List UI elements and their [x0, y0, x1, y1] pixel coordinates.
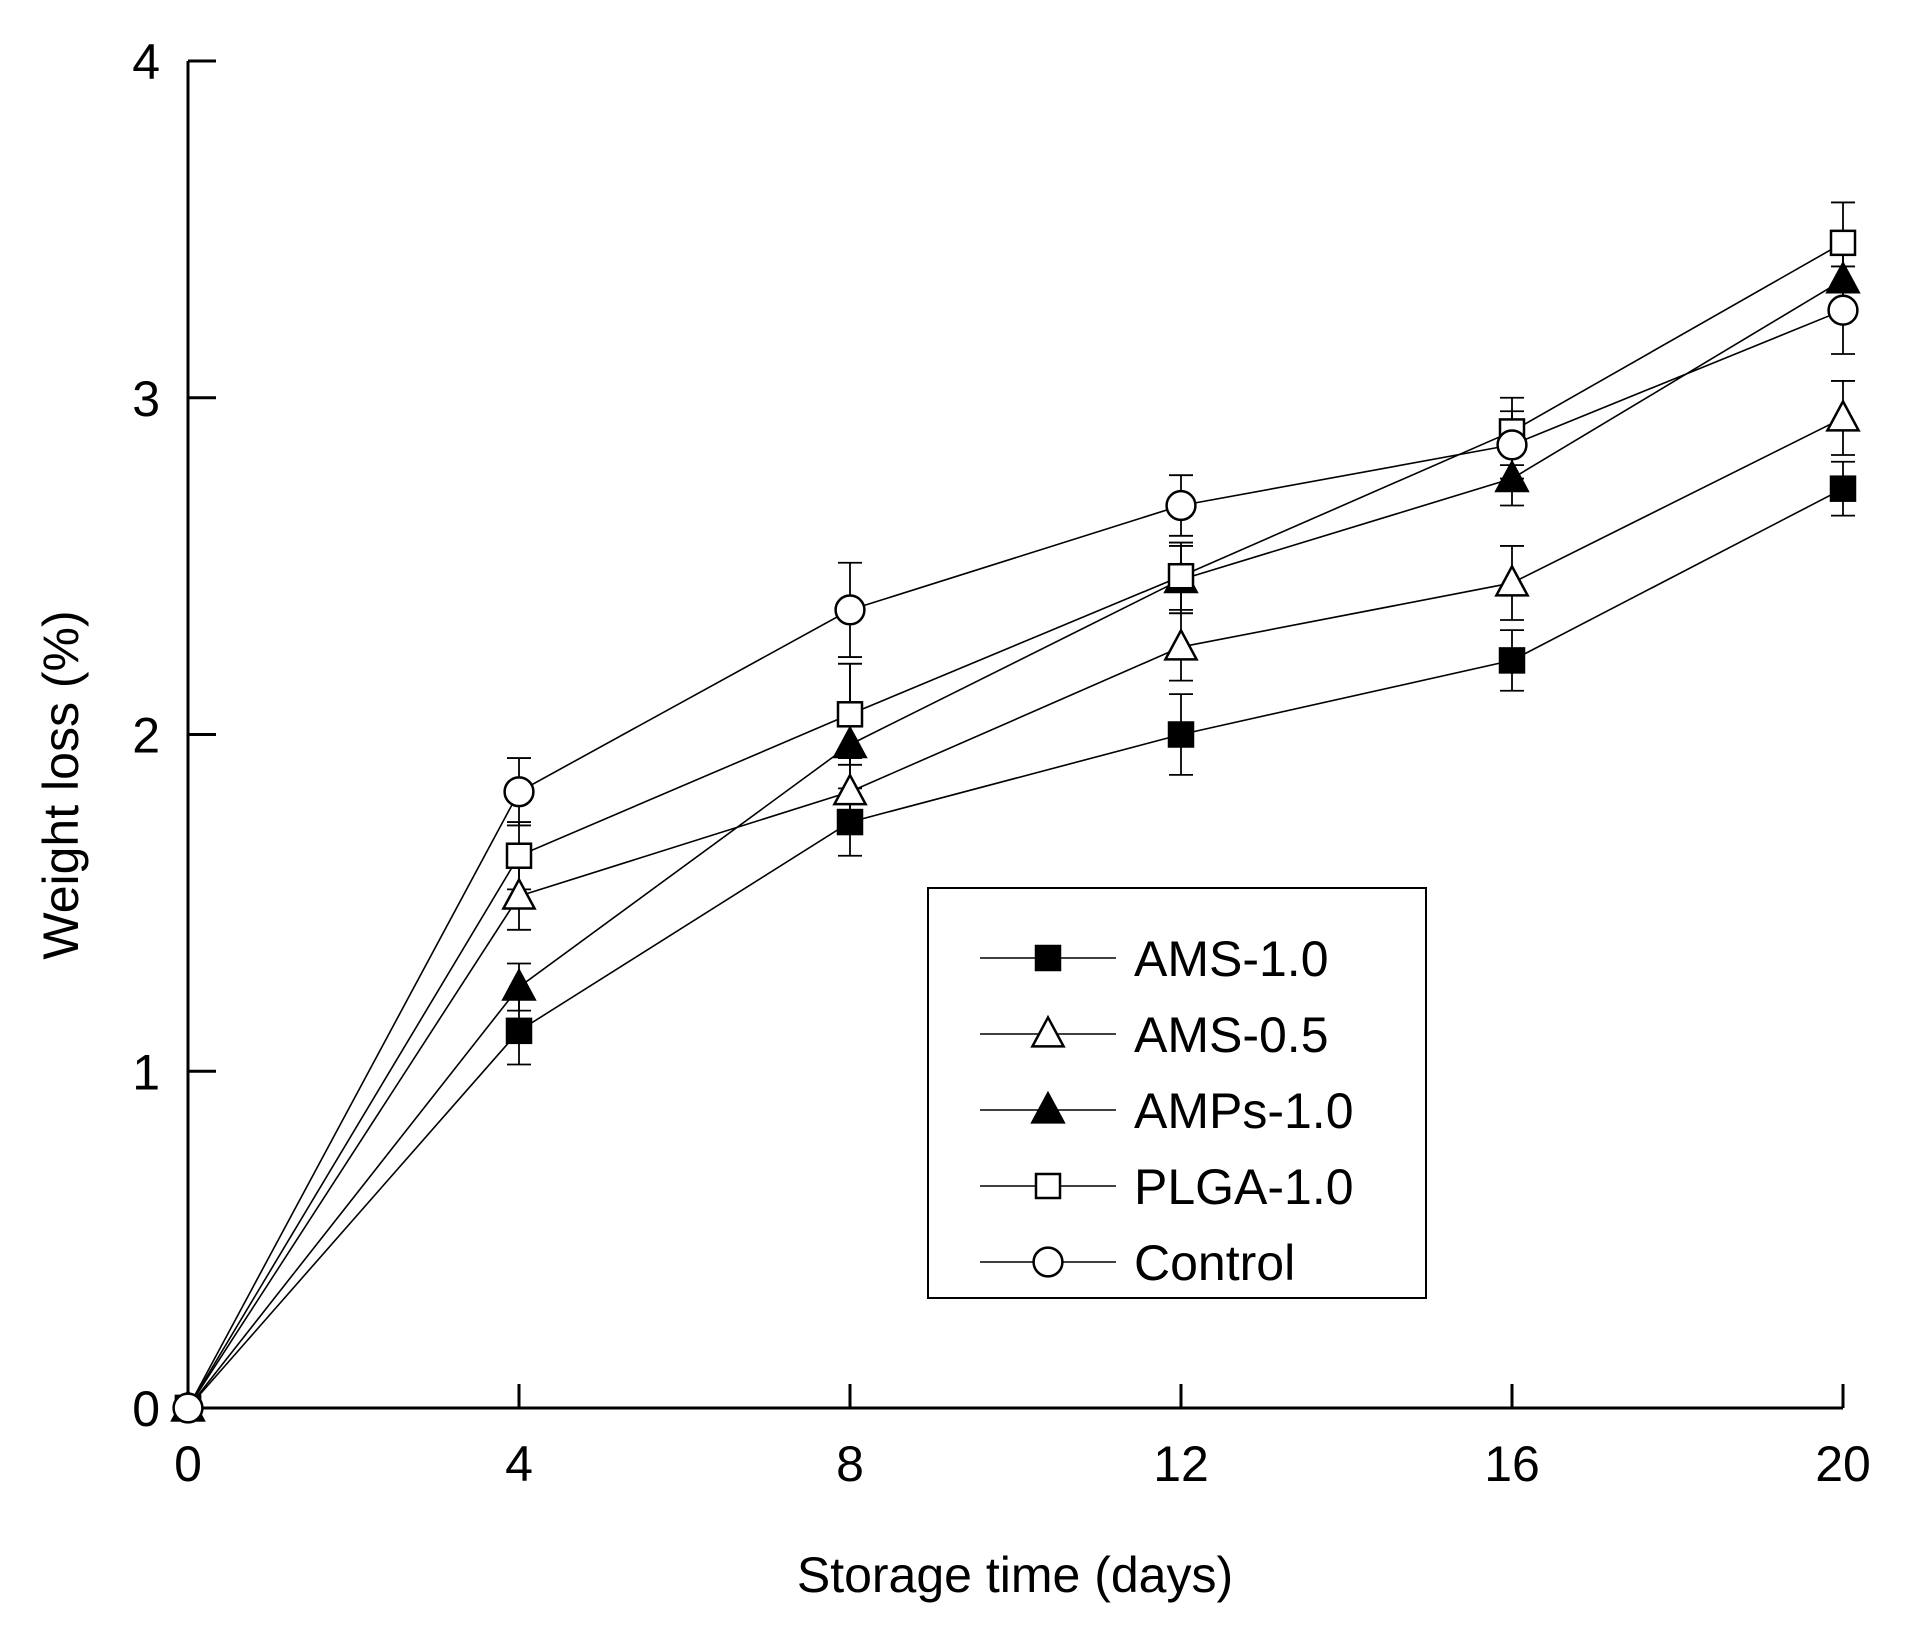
- point-AMPs-1.0-16: [1494, 459, 1530, 493]
- point-AMPs-1.0-20: [1825, 260, 1861, 294]
- point-Control-20: [1827, 294, 1859, 326]
- legend-marker-AMPs-1.0: [1030, 1090, 1066, 1124]
- legend-item-Control: Control: [980, 1235, 1295, 1291]
- y-tick-label-4: 4: [132, 34, 160, 90]
- y-tick-label-2: 2: [132, 708, 160, 764]
- x-tick-label-20: 20: [1815, 1436, 1871, 1492]
- legend-label-AMPs-1.0: AMPs-1.0: [1134, 1083, 1354, 1139]
- series-layer: [170, 201, 1861, 1424]
- point-AMS-1.0-12: [1167, 721, 1195, 748]
- legend-marker-AMS-1.0: [1034, 944, 1062, 972]
- point-Control-4: [503, 776, 535, 808]
- point-AMS-1.0-20: [1829, 475, 1857, 502]
- legend: AMS-1.0 AMS-0.5 AMPs-1.0 PLGA-1.0 Control: [927, 887, 1427, 1299]
- point-AMPs-1.0-4: [501, 967, 537, 1001]
- point-Control-8: [834, 594, 866, 626]
- x-tick-label-4: 4: [505, 1436, 533, 1492]
- point-Control-12: [1165, 489, 1197, 522]
- legend-box: [927, 887, 1427, 1299]
- legend-item-AMS-0.5: AMS-0.5: [980, 1007, 1329, 1063]
- legend-item-PLGA-1.0: PLGA-1.0: [980, 1159, 1354, 1215]
- series-line-Control: [187, 309, 1844, 1409]
- legend-label-Control: Control: [1134, 1235, 1295, 1291]
- point-PLGA-1.0-20: [1829, 229, 1857, 257]
- series-line-AMS-1.0: [187, 487, 1844, 1409]
- point-AMPs-1.0-8: [832, 725, 868, 759]
- legend-label-PLGA-1.0: PLGA-1.0: [1134, 1159, 1354, 1215]
- x-tick-label-12: 12: [1153, 1436, 1209, 1492]
- series-markers-Control: [172, 294, 1859, 1424]
- series-line-AMPs-1.0: [187, 279, 1844, 1409]
- legend-label-AMS-0.5: AMS-0.5: [1134, 1007, 1329, 1063]
- legend-label-AMS-1.0: AMS-1.0: [1134, 931, 1329, 987]
- point-PLGA-1.0-12: [1167, 562, 1195, 590]
- y-axis-title: Weight loss (%): [33, 610, 89, 959]
- point-AMS-1.0-4: [505, 1017, 533, 1045]
- series-line-PLGA-1.0: [187, 242, 1844, 1409]
- legend-marker-PLGA-1.0: [1034, 1172, 1062, 1200]
- point-AMS-0.5-20: [1825, 398, 1861, 432]
- point-Control-0: [172, 1392, 204, 1424]
- y-tick-label-1: 1: [132, 1044, 160, 1100]
- point-AMS-0.5-4: [501, 876, 537, 910]
- y-tick-label-0: 0: [132, 1381, 160, 1437]
- legend-item-AMS-1.0: AMS-1.0: [980, 931, 1329, 987]
- x-tick-label-16: 16: [1484, 1436, 1540, 1492]
- point-Control-16: [1496, 429, 1528, 461]
- point-AMS-1.0-8: [836, 808, 864, 836]
- point-AMS-0.5-16: [1494, 563, 1530, 597]
- point-AMS-0.5-12: [1163, 627, 1199, 661]
- x-axis-title: Storage time (days): [797, 1547, 1233, 1603]
- point-PLGA-1.0-4: [505, 842, 533, 869]
- x-tick-label-0: 0: [174, 1436, 202, 1492]
- point-PLGA-1.0-8: [836, 701, 864, 728]
- series-line-AMS-0.5: [187, 417, 1844, 1409]
- legend-marker-Control: [1032, 1246, 1064, 1278]
- point-AMS-1.0-16: [1498, 647, 1526, 674]
- y-tick-label-3: 3: [132, 371, 160, 427]
- x-tick-label-8: 8: [836, 1436, 864, 1492]
- legend-marker-AMS-0.5: [1030, 1014, 1066, 1048]
- legend-item-AMPs-1.0: AMPs-1.0: [980, 1083, 1354, 1139]
- series-markers-AMS-1.0: [174, 475, 1857, 1422]
- point-AMS-0.5-8: [832, 772, 868, 806]
